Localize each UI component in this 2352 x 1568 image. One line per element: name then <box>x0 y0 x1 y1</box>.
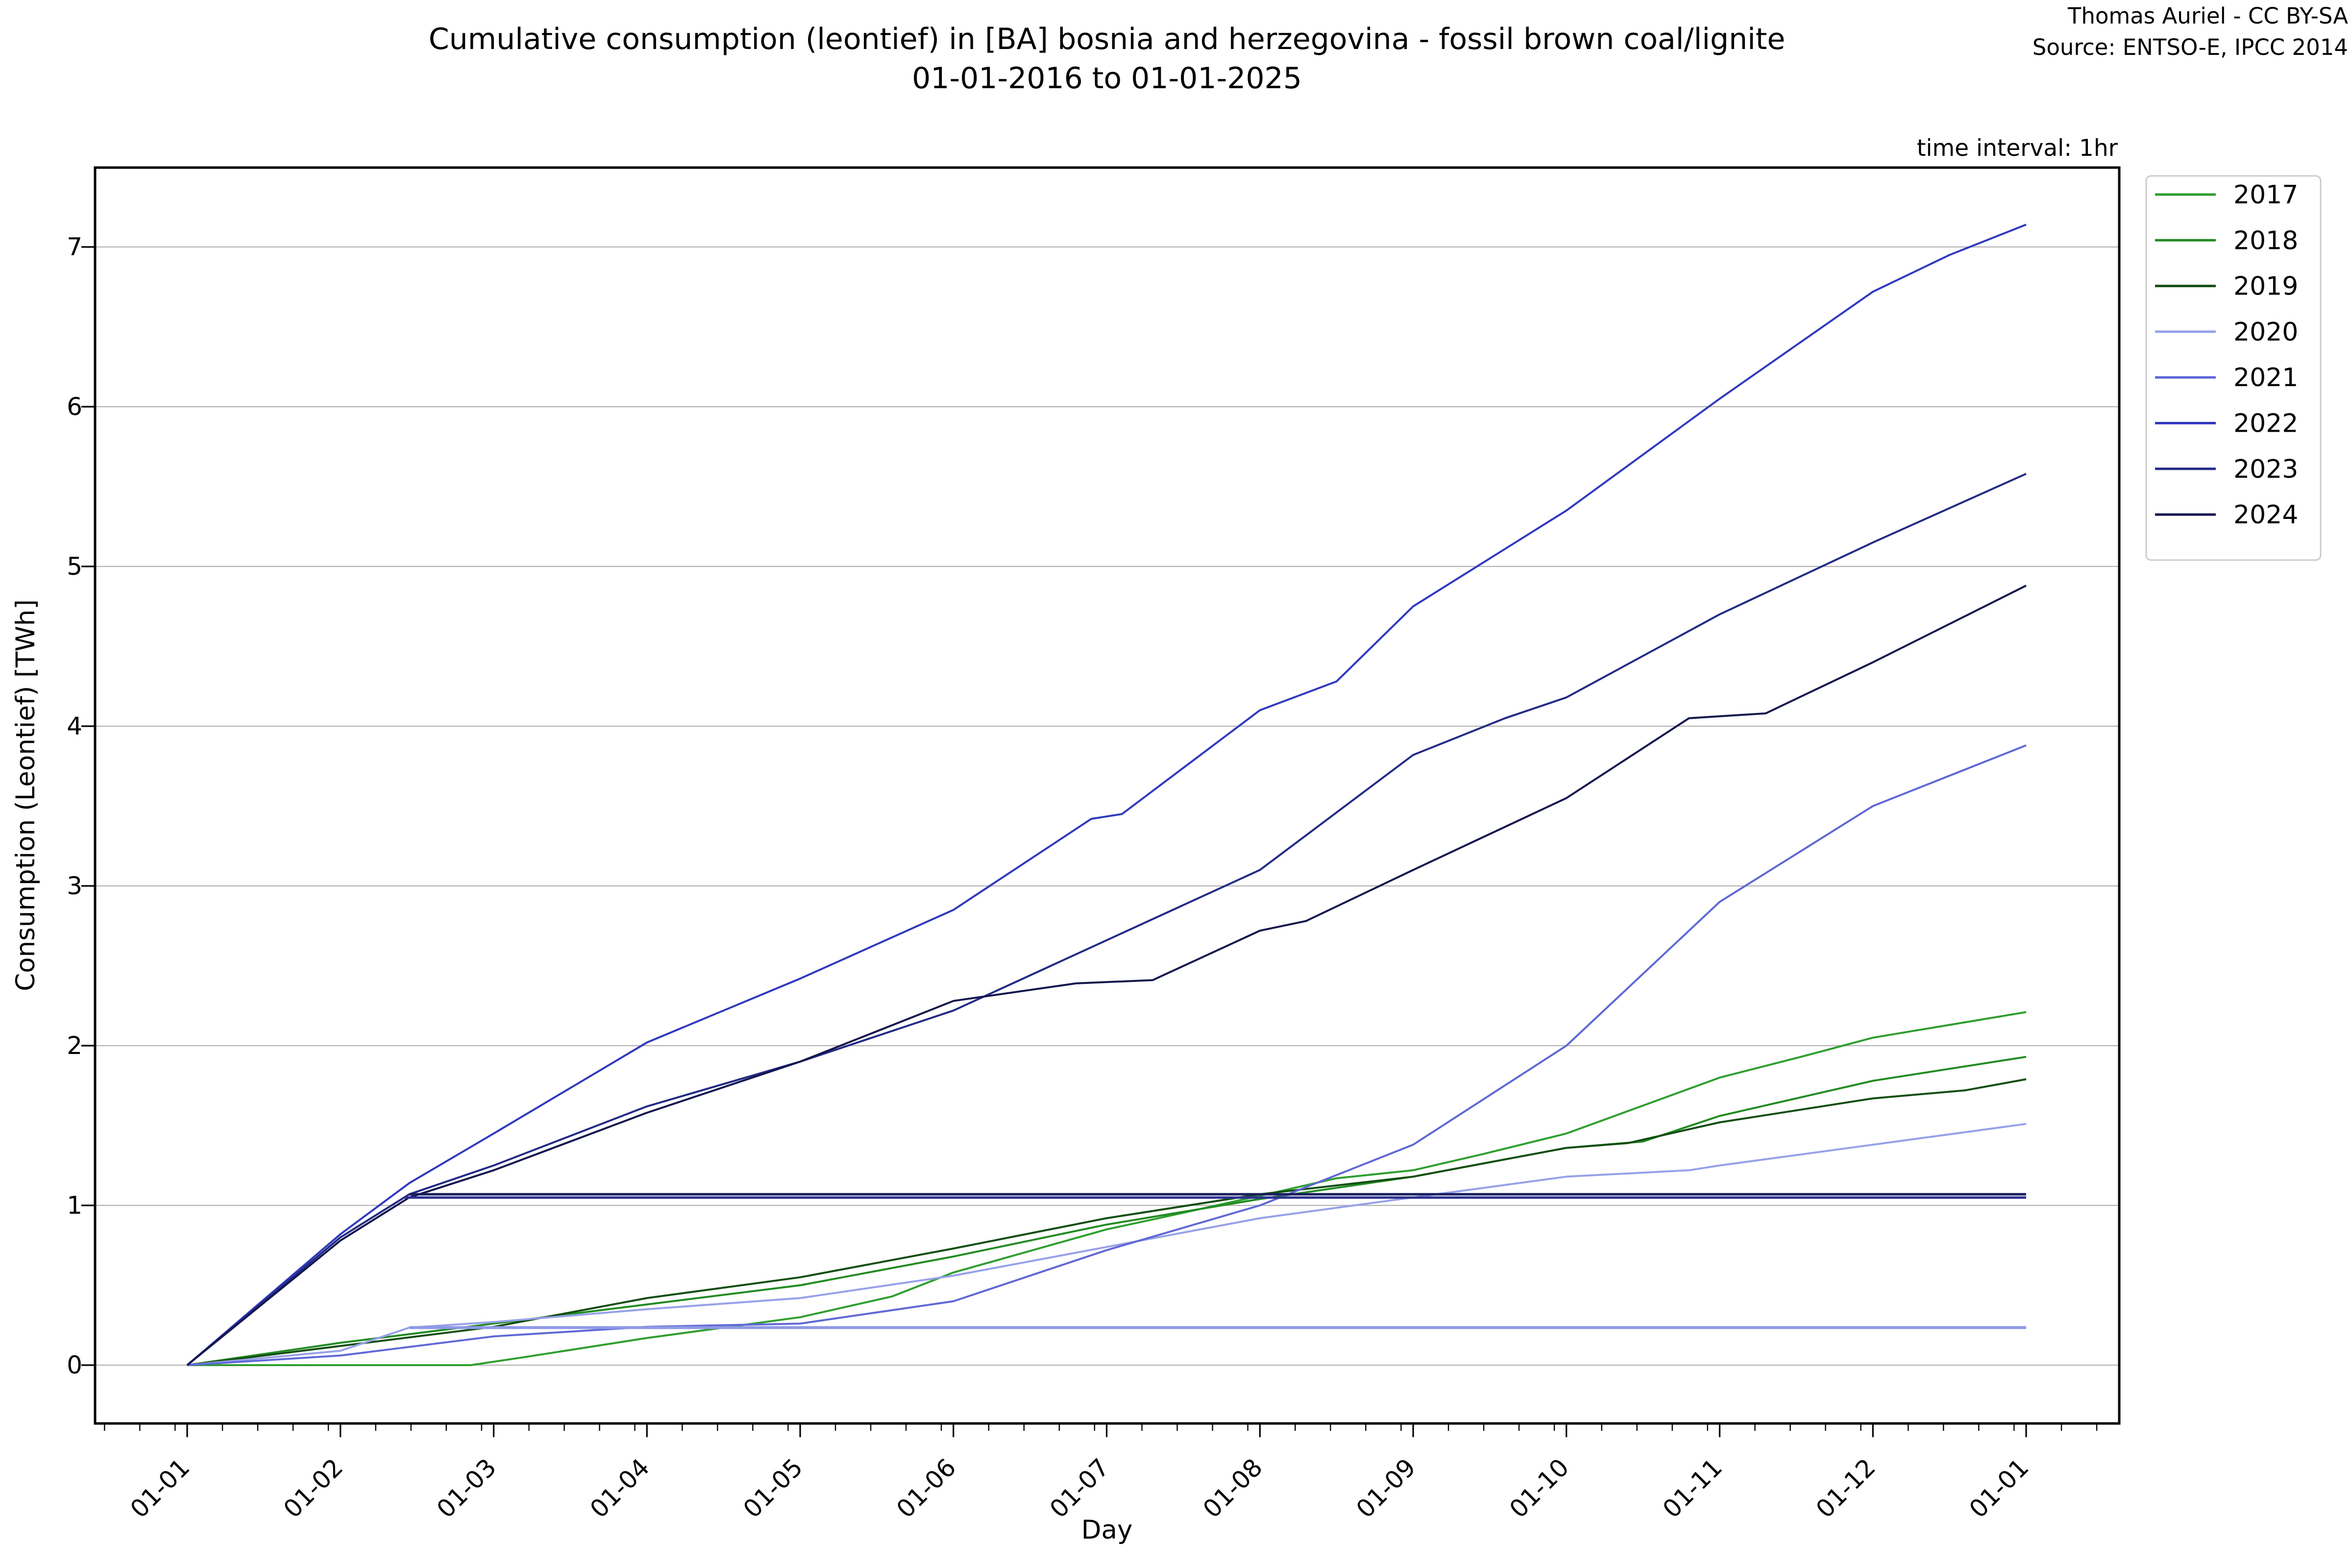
legend-entry-2017: 2017 <box>2155 180 2298 210</box>
credit-annotation: Thomas Auriel - CC BY-SA <box>2067 3 2348 29</box>
x-tick-label-3: 01-04 <box>585 1453 655 1523</box>
legend-label-2023: 2023 <box>2233 455 2298 484</box>
tick-layer <box>81 246 2098 1437</box>
x-ticklabel-layer: 01-01 01-02 01-03 01-04 01-05 01-06 01-07 01-08… <box>125 1453 2034 1523</box>
legend-label-2024: 2024 <box>2233 500 2298 530</box>
chart-title: Cumulative consumption (leontief) in [BA… <box>429 22 1786 56</box>
x-tick-label-0: 01-01 <box>125 1453 196 1523</box>
axes-layer <box>94 166 2121 1425</box>
series-line-2021 <box>187 744 2027 1366</box>
legend-entry-2018: 2018 <box>2155 226 2298 255</box>
series-layer <box>186 223 2027 1366</box>
x-tick-label-5: 01-06 <box>891 1453 961 1523</box>
y-tick-label-4: 4 <box>67 712 82 740</box>
legend-box <box>2145 175 2322 561</box>
legend-label-2022: 2022 <box>2233 409 2298 439</box>
legend-label-2019: 2019 <box>2233 272 2298 301</box>
x-tick-label-12: 01-01 <box>1964 1453 2034 1523</box>
series-line-2020 <box>187 1123 2027 1366</box>
legend-entry-2021: 2021 <box>2155 363 2298 392</box>
time-interval-note: time interval: 1hr <box>1917 135 2118 162</box>
y-tick-label-1: 1 <box>67 1191 82 1220</box>
x-tick-label-9: 01-10 <box>1504 1453 1574 1523</box>
series-line-2023 <box>186 473 2027 1366</box>
x-tick-label-11: 01-12 <box>1811 1453 1881 1523</box>
x-tick-label-1: 01-02 <box>278 1453 348 1523</box>
legend-label-2020: 2020 <box>2233 318 2298 347</box>
plot-spines <box>94 166 2121 1425</box>
source-annotation: Source: ENTSO-E, IPCC 2014 <box>2033 34 2348 60</box>
y-tick-label-7: 7 <box>67 233 82 261</box>
legend: 2017 2018 2019 2020 2021 2022 2023 2024 <box>2145 175 2322 561</box>
x-tick-label-2: 01-03 <box>431 1453 502 1523</box>
y-tick-label-5: 5 <box>67 552 82 581</box>
x-tick-label-7: 01-08 <box>1198 1453 1268 1523</box>
series-line-2022 <box>186 223 2027 1366</box>
chart-subtitle: 01-01-2016 to 01-01-2025 <box>912 61 1302 96</box>
series-line-2017 <box>187 1011 2027 1366</box>
y-tick-label-0: 0 <box>67 1351 82 1379</box>
legend-entry-2024: 2024 <box>2155 500 2298 530</box>
gridline-layer <box>95 246 2119 1366</box>
series-line-2018 <box>187 1055 2027 1366</box>
legend-entry-2020: 2020 <box>2155 318 2298 347</box>
legend-entry-2019: 2019 <box>2155 272 2298 301</box>
y-tick-label-6: 6 <box>67 392 82 421</box>
series-line-2024 <box>186 585 2027 1366</box>
x-tick-label-6: 01-07 <box>1044 1453 1115 1523</box>
y-tick-label-3: 3 <box>67 872 82 900</box>
legend-label-2021: 2021 <box>2233 363 2298 392</box>
x-tick-label-10: 01-11 <box>1657 1453 1728 1523</box>
x-axis-label: Day <box>1081 1515 1133 1545</box>
x-tick-label-8: 01-09 <box>1351 1453 1421 1523</box>
legend-entry-2022: 2022 <box>2155 409 2298 439</box>
y-ticklabel-layer: 0 1 2 3 4 5 6 7 <box>67 233 82 1379</box>
x-tick-label-4: 01-05 <box>738 1453 808 1523</box>
y-tick-label-2: 2 <box>67 1031 82 1060</box>
series-line-2019 <box>187 1078 2027 1366</box>
legend-entry-2023: 2023 <box>2155 455 2298 484</box>
legend-label-2017: 2017 <box>2233 180 2298 210</box>
legend-label-2018: 2018 <box>2233 226 2298 255</box>
y-axis-label: Consumption (Leontief) [TWh] <box>11 599 41 991</box>
